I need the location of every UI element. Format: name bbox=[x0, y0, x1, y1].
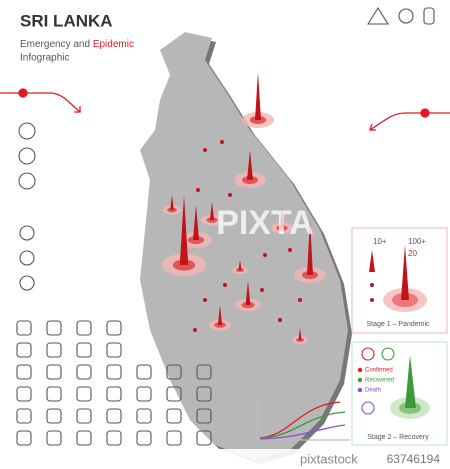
stage1-spikes bbox=[369, 245, 427, 312]
spike-dot bbox=[288, 248, 292, 252]
spike-dot bbox=[278, 318, 282, 322]
spike bbox=[255, 72, 261, 120]
icon bbox=[76, 386, 92, 402]
icon bbox=[46, 364, 62, 380]
icon bbox=[106, 320, 122, 336]
legend-label: Confirmed bbox=[365, 368, 393, 374]
watermark-site: pixtastock bbox=[300, 451, 358, 466]
icon bbox=[16, 386, 32, 402]
subtitle-text: Emergency and bbox=[20, 39, 90, 50]
spike-dot bbox=[263, 253, 267, 257]
spike bbox=[179, 195, 189, 265]
legend-dot bbox=[357, 367, 363, 373]
icon bbox=[106, 342, 122, 358]
icon bbox=[76, 408, 92, 424]
icon bbox=[136, 408, 152, 424]
spike-dot bbox=[203, 298, 207, 302]
arrows bbox=[0, 88, 450, 131]
icon bbox=[196, 364, 212, 380]
legend-dot bbox=[357, 377, 363, 383]
stage1-caption: Stage 1 – Pandemic bbox=[366, 321, 430, 328]
icon bbox=[46, 320, 62, 336]
legend-label: Death bbox=[365, 388, 381, 394]
spike bbox=[307, 220, 313, 275]
stage2-box bbox=[351, 341, 448, 446]
stage1-box bbox=[351, 227, 448, 334]
watermark-id: 63746194 bbox=[387, 452, 441, 466]
icon bbox=[166, 408, 182, 424]
growth-lines bbox=[256, 395, 350, 441]
spike-dot bbox=[203, 148, 207, 152]
icon bbox=[166, 364, 182, 380]
spike-dot bbox=[193, 328, 197, 332]
subtitle: Emergency and Epidemic bbox=[20, 39, 134, 50]
footer-bar bbox=[0, 449, 450, 469]
left-icons bbox=[18, 122, 36, 291]
spike bbox=[238, 260, 242, 270]
icon bbox=[196, 430, 212, 446]
spike-dot bbox=[298, 298, 302, 302]
icon bbox=[106, 364, 122, 380]
stage2-spike bbox=[390, 355, 430, 419]
icon bbox=[16, 430, 32, 446]
stage1-label-small: 10+ bbox=[373, 237, 387, 246]
spike-dot bbox=[260, 288, 264, 292]
legend: Confirmed Recovered Death bbox=[357, 367, 394, 394]
icon bbox=[46, 430, 62, 446]
spike-dot bbox=[196, 188, 200, 192]
icon bbox=[16, 364, 32, 380]
spike-dot bbox=[220, 140, 224, 144]
spike bbox=[209, 202, 215, 220]
spike bbox=[217, 305, 223, 325]
legend-label: Recovered bbox=[365, 378, 394, 384]
spike bbox=[193, 205, 199, 240]
spikes bbox=[161, 72, 326, 344]
icon bbox=[16, 408, 32, 424]
icon bbox=[16, 320, 32, 336]
icon bbox=[76, 342, 92, 358]
icon bbox=[76, 320, 92, 336]
stage2-caption: Stage 2 – Recovery bbox=[367, 434, 429, 441]
header-icons bbox=[367, 6, 435, 25]
spike bbox=[170, 195, 174, 210]
icon-grid bbox=[16, 320, 212, 446]
legend-dot bbox=[357, 387, 363, 393]
spike bbox=[298, 328, 302, 340]
spike bbox=[245, 281, 251, 305]
subtitle-line2: Infographic bbox=[20, 53, 69, 64]
icon bbox=[106, 386, 122, 402]
icon bbox=[16, 342, 32, 358]
icon bbox=[46, 408, 62, 424]
stage1-label-large: 100+ bbox=[408, 237, 426, 246]
icon bbox=[136, 430, 152, 446]
icon bbox=[106, 408, 122, 424]
icon bbox=[196, 408, 212, 424]
icon bbox=[46, 342, 62, 358]
spike bbox=[247, 150, 253, 180]
icon bbox=[196, 386, 212, 402]
icon bbox=[46, 386, 62, 402]
icon bbox=[136, 386, 152, 402]
icon bbox=[166, 430, 182, 446]
spike-dot bbox=[228, 193, 232, 197]
spike-dot bbox=[223, 283, 227, 287]
watermark-brand: PIXTA bbox=[216, 204, 314, 242]
icon bbox=[76, 364, 92, 380]
icon bbox=[136, 364, 152, 380]
subtitle-highlight: Epidemic bbox=[93, 39, 134, 50]
stage2-faces bbox=[361, 347, 395, 415]
stage1-count: 20 bbox=[408, 249, 417, 258]
title: SRI LANKA bbox=[20, 11, 113, 30]
icon bbox=[76, 430, 92, 446]
spike bbox=[279, 208, 285, 228]
icon bbox=[106, 430, 122, 446]
icon bbox=[166, 386, 182, 402]
map bbox=[140, 32, 352, 464]
